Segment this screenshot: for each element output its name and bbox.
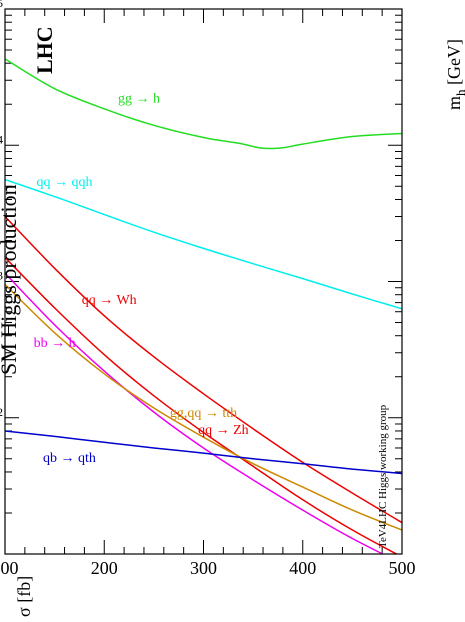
x-tick-label: 500	[389, 558, 416, 578]
y-tick-label: 105	[0, 0, 3, 19]
chart-title: SM Higgs production	[0, 184, 21, 375]
y-tick-label: 103	[0, 269, 3, 292]
x-tick-label: 200	[91, 558, 118, 578]
series-layer	[5, 58, 402, 554]
lhc-label: LHC	[32, 26, 57, 74]
x-axis-label-unit: [GeV]	[444, 39, 464, 89]
x-tick-labels: 100 200 300 400 500	[0, 558, 416, 578]
series-line-2	[5, 215, 402, 524]
y-tick-label: 102	[0, 405, 3, 428]
series-line-1	[5, 178, 402, 310]
x-tick-label: 300	[190, 558, 217, 578]
x-axis-label: mh [GeV]	[444, 39, 465, 110]
y-tick-label: 104	[0, 132, 3, 155]
series-label-3: qq → Zh	[198, 423, 249, 438]
series-label-2: qq → Wh	[82, 293, 137, 308]
axis-ticks	[4, 9, 403, 555]
series-label-0: gg → h	[118, 91, 160, 106]
y-tick-labels: 102 103 104 105	[0, 0, 3, 428]
plot-frame	[4, 8, 403, 555]
credit-label: TeV4LHC Higgs working group	[377, 404, 389, 548]
series-line-6	[5, 430, 402, 475]
x-axis-label-sub: h	[453, 89, 465, 96]
series-line-3	[5, 256, 398, 554]
y-axis-label: σ [fb]	[14, 576, 34, 617]
series-label-1: qq → qqh	[37, 175, 93, 190]
series-line-4	[5, 272, 385, 554]
series-label-4: bb → h	[34, 336, 76, 351]
series-labels: gg → h qq → qqh qq → Wh qq → Zh bb → h gg,qq …	[34, 91, 249, 466]
series-label-5: gg,qq → tth	[170, 406, 237, 421]
series-label-6: qb → qth	[43, 451, 96, 466]
x-tick-label: 100	[0, 558, 19, 578]
series-line-5	[5, 283, 402, 531]
x-tick-label: 400	[289, 558, 316, 578]
x-axis-label-main: m	[444, 96, 464, 110]
series-line-0	[5, 58, 402, 150]
